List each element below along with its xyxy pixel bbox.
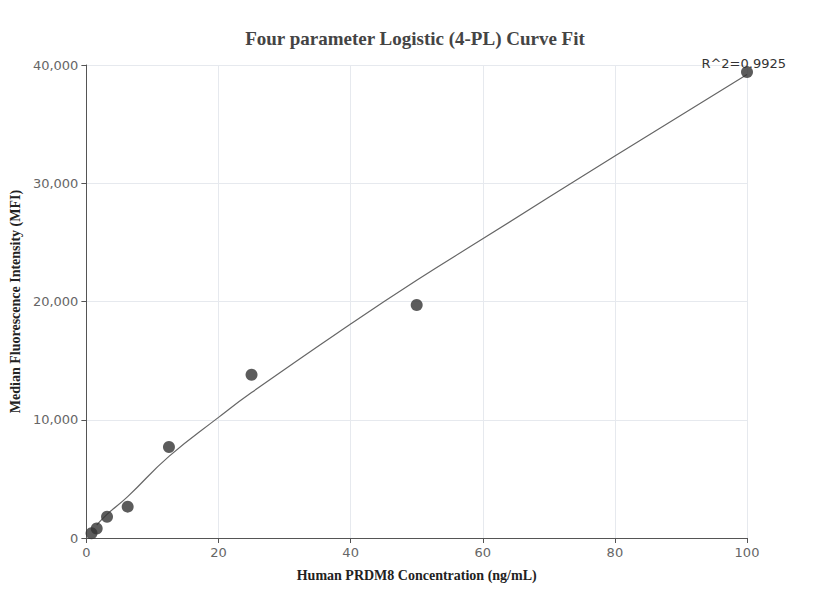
svg-text:40: 40 (342, 545, 359, 560)
svg-text:30,000: 30,000 (33, 176, 79, 191)
svg-text:20,000: 20,000 (33, 294, 79, 309)
svg-text:20: 20 (210, 545, 227, 560)
svg-text:0: 0 (70, 531, 78, 546)
svg-text:Human PRDM8 Concentration (ng/: Human PRDM8 Concentration (ng/mL) (297, 568, 537, 584)
svg-text:R^2=0.9925: R^2=0.9925 (701, 56, 786, 71)
svg-text:60: 60 (474, 545, 491, 560)
svg-text:40,000: 40,000 (33, 58, 79, 73)
svg-text:100: 100 (735, 545, 760, 560)
svg-text:Four parameter Logistic (4-PL): Four parameter Logistic (4-PL) Curve Fit (245, 28, 585, 50)
svg-text:80: 80 (607, 545, 624, 560)
svg-text:10,000: 10,000 (33, 412, 79, 427)
svg-text:Median Fluorescence Intensity: Median Fluorescence Intensity (MFI) (8, 190, 24, 414)
svg-text:0: 0 (82, 545, 90, 560)
